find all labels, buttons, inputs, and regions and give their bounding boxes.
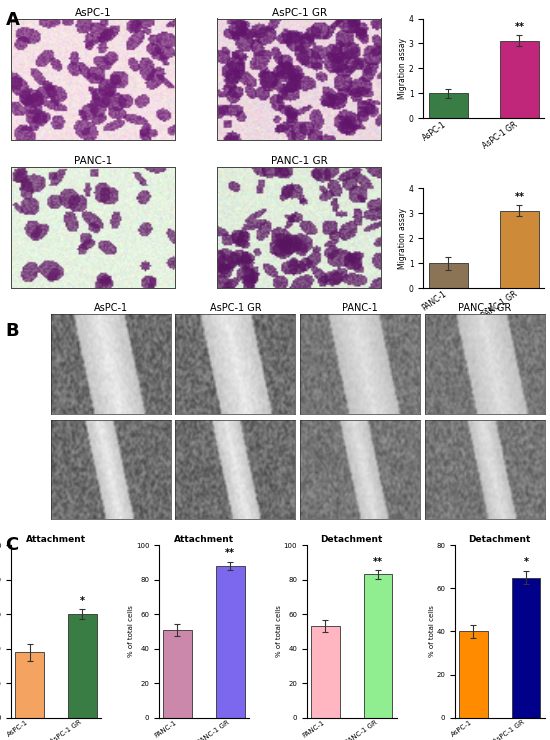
Text: B: B <box>6 322 19 340</box>
Bar <box>15 652 44 718</box>
Y-axis label: Migration assay: Migration assay <box>398 208 407 269</box>
Y-axis label: % of total cells: % of total cells <box>128 605 134 657</box>
Title: AsPC-1 GR: AsPC-1 GR <box>272 7 327 18</box>
Title: AsPC-1: AsPC-1 <box>75 7 112 18</box>
Y-axis label: Migration assay: Migration assay <box>398 38 407 99</box>
Title: AsPC-1: AsPC-1 <box>94 303 128 314</box>
Text: 20h: 20h <box>18 467 38 477</box>
Bar <box>428 263 468 289</box>
Bar <box>428 93 468 118</box>
Title: PANC-1: PANC-1 <box>342 303 378 314</box>
Bar <box>68 614 97 718</box>
Title: PANC-1: PANC-1 <box>74 156 112 166</box>
Text: *: * <box>80 596 85 605</box>
Y-axis label: % of total cells: % of total cells <box>429 605 434 657</box>
Title: PANC-1 GR: PANC-1 GR <box>458 303 511 314</box>
Text: *: * <box>524 556 529 567</box>
Bar <box>311 626 340 718</box>
Text: **: ** <box>514 192 524 202</box>
Bar <box>459 631 488 718</box>
Bar <box>163 630 192 718</box>
Text: **: ** <box>373 556 383 567</box>
Bar <box>364 574 393 718</box>
Text: A: A <box>6 11 19 29</box>
Text: 0h: 0h <box>21 360 35 371</box>
Title: AsPC-1 GR: AsPC-1 GR <box>210 303 261 314</box>
Text: **: ** <box>514 22 524 33</box>
Text: **: ** <box>225 548 235 558</box>
Bar <box>512 577 541 718</box>
Text: C: C <box>6 536 19 554</box>
Y-axis label: % of total cells: % of total cells <box>276 605 282 657</box>
Title: PANC-1 GR: PANC-1 GR <box>271 156 328 166</box>
Bar <box>500 41 539 118</box>
Title: Attachment: Attachment <box>26 535 86 545</box>
Bar <box>500 211 539 289</box>
Title: Attachment: Attachment <box>174 535 234 545</box>
Bar <box>216 566 245 718</box>
Title: Detachment: Detachment <box>469 535 531 545</box>
Title: Detachment: Detachment <box>321 535 383 545</box>
